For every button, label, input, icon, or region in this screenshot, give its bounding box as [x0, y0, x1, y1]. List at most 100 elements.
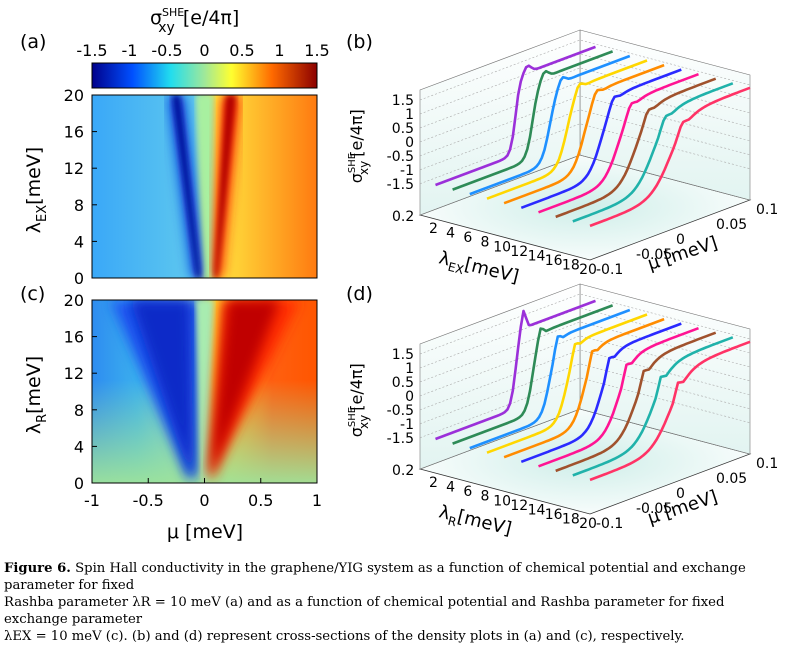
colorbar-tick-label: 0.5 — [229, 41, 254, 60]
grid-line — [419, 335, 751, 397]
panel-a-y-tick-label: 4 — [74, 232, 84, 251]
lambda-tick-label: 10 — [493, 239, 511, 255]
lambda-tick-label: 12 — [510, 498, 528, 514]
series-curve-5 — [503, 317, 665, 459]
z-tick-label: 1.5 — [392, 93, 414, 109]
grid-line — [419, 363, 751, 425]
mu-tick-label: -0.05 — [636, 247, 672, 263]
panel-a-y-ticks: 20 16 12 8 4 0 — [64, 86, 97, 288]
caption-line-2: Rashba parameter λR = 10 meV (a) and as … — [4, 595, 725, 627]
figure-caption: Figure 6. Spin Hall conductivity in the … — [4, 560, 788, 645]
z-tick-label: -1.5 — [387, 431, 414, 447]
caption-line-3: λEX = 10 meV (c). (b) and (d) represent … — [4, 629, 685, 644]
panel-a-y-tick-label: 20 — [64, 86, 84, 105]
series-curve-1 — [435, 299, 596, 441]
panel-a-y-tick-label: 0 — [74, 269, 84, 288]
series-curve-3 — [469, 308, 631, 450]
caption-label: Figure 6. — [4, 561, 71, 576]
series-curve-9 — [572, 82, 734, 223]
series-curve-1 — [435, 45, 596, 187]
lambda-tick-label: 4 — [446, 226, 455, 242]
series-curve-4 — [486, 313, 648, 454]
grid-line — [419, 95, 751, 157]
series-curve-6 — [520, 322, 682, 464]
lambda-tick-label: 2 — [429, 475, 438, 491]
lambda-tick-label: 20 — [579, 262, 597, 278]
lambda-tick-label: 16 — [545, 253, 563, 269]
panel-a-y-tick-label: 8 — [74, 196, 84, 215]
series-curve-8 — [555, 331, 717, 473]
mu-tick-label: 0.1 — [756, 202, 778, 218]
panel-c-y-tick-label: 16 — [64, 328, 84, 347]
lambda-tick-label: 18 — [562, 257, 580, 273]
mu-tick-label: 0.05 — [716, 217, 747, 233]
lambda-tick-label: 4 — [446, 480, 455, 496]
z-tick-label: 0 — [405, 135, 414, 151]
panel-c-x-tick-label: 0 — [199, 491, 209, 510]
panel-c-x-ticks: -1 -0.5 0 0.5 1 — [84, 478, 322, 510]
lambda-tick-label: 12 — [510, 244, 528, 260]
series-curve-5 — [503, 63, 665, 205]
grid-line — [419, 39, 751, 101]
series-curve-2 — [452, 304, 614, 445]
lambda-tick-label: 8 — [481, 235, 490, 251]
panel-c-y-ticks: 20 16 12 8 4 0 — [64, 291, 97, 493]
panel-a-y-tick-label: 16 — [64, 123, 84, 142]
panel-a-y-tick-label: 12 — [64, 159, 84, 178]
series-curve-7 — [538, 72, 699, 214]
z-tick-label: -1.5 — [387, 177, 414, 193]
lambda-tick-label: 14 — [528, 502, 546, 518]
colorbar-title: σSHE xy [e/4π] — [150, 6, 239, 36]
z-tick-label: 0.5 — [392, 375, 414, 391]
mu-tick-label: 0.1 — [756, 456, 778, 472]
grid-line — [419, 53, 751, 115]
z-tick-label: -0.5 — [387, 403, 414, 419]
panel-c-ylabel: λR[meV] — [23, 356, 50, 434]
panel-b-label: (b) — [346, 31, 373, 53]
lambda-tick-label: 0.2 — [392, 463, 414, 479]
panel-a-density-map — [92, 95, 317, 278]
z-tick-label: -1 — [400, 163, 414, 179]
series-curve-2 — [452, 50, 614, 191]
panel-a-label: (a) — [20, 31, 46, 53]
left-wall — [419, 29, 581, 216]
panel-d-label: (d) — [346, 283, 373, 305]
colorbar-tick-label: -1 — [122, 41, 138, 60]
series-curve-8 — [555, 77, 717, 219]
panel-c-x-tick-label: 1 — [312, 491, 322, 510]
z-tick-label: 1 — [405, 107, 414, 123]
lambda-tick-label: 18 — [562, 511, 580, 527]
panel-c-y-tick-label: 8 — [74, 401, 84, 420]
panel-c-x-tick-label: -1 — [84, 491, 100, 510]
z-tick-label: -0.5 — [387, 149, 414, 165]
panel-c-x-tick-label: -0.5 — [133, 491, 164, 510]
mu-tick-label: -0.1 — [596, 262, 623, 278]
grid-line — [419, 293, 751, 355]
z-tick-label: 0.5 — [392, 121, 414, 137]
lambda-tick-label: 0.2 — [392, 209, 414, 225]
panel-c-y-tick-label: 20 — [64, 291, 84, 310]
z-tick-label: 1 — [405, 361, 414, 377]
series-curve-4 — [486, 59, 648, 200]
z-tick-label: 1.5 — [392, 347, 414, 363]
grid-line — [419, 307, 751, 369]
panel-c: (c) 20 16 12 8 4 0 -1 -0.5 0 0.5 1 λR[meV] μ [meV… — [20, 283, 322, 543]
colorbar-tick-label: -0.5 — [151, 41, 182, 60]
panel-a-ylabel: λEX[meV] — [23, 147, 50, 233]
mu-tick-label: 0 — [676, 232, 685, 248]
panel-c-y-tick-label: 4 — [74, 437, 84, 456]
z-axis-label: σSHExy[e/4π] — [347, 363, 371, 437]
colorbar-tick-label: 1 — [274, 41, 284, 60]
panel-c-x-tick-label: 0.5 — [248, 491, 273, 510]
colorbar-bar — [91, 62, 318, 89]
colorbar: σSHE xy [e/4π] -1.5 -1 -0.5 0 0.5 1 1.5 — [76, 6, 330, 89]
series-curve-6 — [520, 68, 682, 210]
mu-tick-label: 0.05 — [716, 471, 747, 487]
panel-c-y-tick-label: 0 — [74, 474, 84, 493]
lambda-tick-label: 14 — [528, 248, 546, 264]
lambda-tick-label: 6 — [463, 484, 472, 500]
mu-tick-label: 0 — [676, 486, 685, 502]
caption-line-1: Spin Hall conductivity in the graphene/Y… — [4, 561, 746, 593]
